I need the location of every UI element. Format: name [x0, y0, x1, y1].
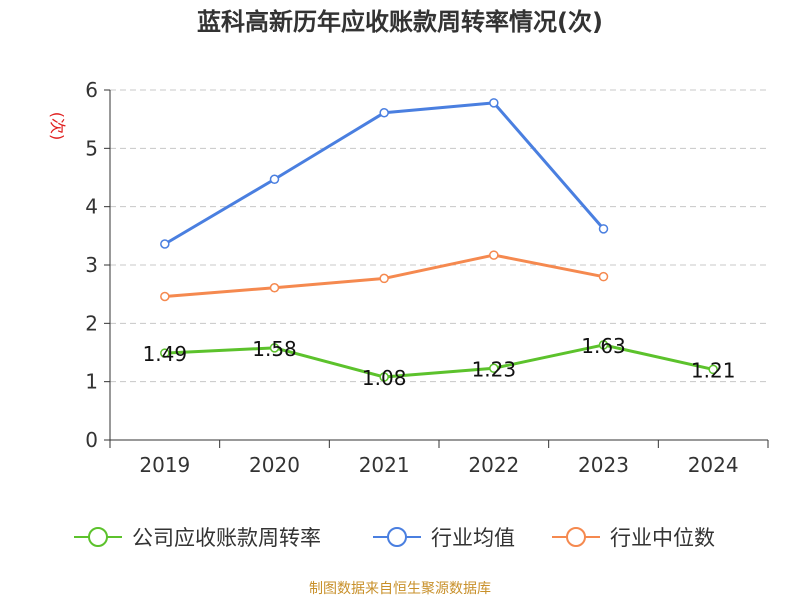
- data-point: [160, 239, 170, 249]
- data-point: [598, 224, 609, 234]
- gridlines: [110, 89, 768, 383]
- data-label: 1.23: [472, 357, 517, 381]
- series-line: [164, 343, 714, 379]
- x-tick-label: 2020: [249, 453, 300, 477]
- legend: 公司应收账款周转率 行业均值 行业中位数: [74, 526, 715, 550]
- x-tick-label: 2022: [468, 453, 519, 477]
- legend-marker: [387, 527, 407, 547]
- y-tick-label: 1: [85, 370, 98, 394]
- source-note: 制图数据来自恒生聚源数据库: [309, 581, 491, 597]
- legend-marker: [566, 527, 586, 547]
- x-tick-label: 2024: [688, 453, 739, 477]
- data-label: 1.58: [252, 337, 297, 361]
- data-point: [598, 271, 609, 282]
- series-line: [164, 101, 605, 246]
- data-point: [269, 283, 280, 293]
- data-point: [160, 348, 170, 358]
- data-label: 1.49: [143, 342, 188, 366]
- data-point: [489, 363, 499, 373]
- data-label: 1.63: [581, 334, 626, 358]
- data-labels: 1.49 1.58 1.08 1.23 1.63 1.21: [143, 334, 736, 390]
- data-point: [489, 250, 499, 260]
- x-tick-label: 2019: [139, 453, 190, 477]
- x-tick-label: 2023: [578, 453, 629, 477]
- legend-label: 公司应收账款周转率: [132, 526, 321, 550]
- y-axis-label: (次): [48, 112, 67, 141]
- y-tick-label: 2: [85, 311, 98, 335]
- chart-title: 蓝科高新历年应收账款周转率情况(次): [197, 8, 603, 36]
- x-tick-label: 2021: [359, 453, 410, 477]
- data-point: [489, 98, 499, 108]
- y-tick-label: 3: [85, 253, 98, 277]
- legend-label: 行业均值: [431, 526, 515, 550]
- data-point: [708, 364, 718, 375]
- y-tick-label: 0: [85, 428, 98, 452]
- data-label: 1.21: [691, 358, 736, 382]
- y-tick-label: 5: [85, 136, 98, 160]
- y-tick-label: 4: [85, 195, 98, 219]
- axes: 0 1 2 3 4 5 6 (次) 2019 2020 2021 2022 2023 2024: [48, 78, 769, 477]
- data-point: [269, 174, 280, 184]
- data-point: [379, 372, 389, 382]
- data-point: [379, 273, 389, 284]
- series-lines: [160, 98, 718, 382]
- data-label: 1.08: [362, 366, 407, 390]
- data-point: [269, 343, 280, 353]
- data-point: [379, 108, 389, 118]
- data-point: [598, 340, 609, 350]
- data-point: [160, 291, 170, 302]
- legend-marker: [88, 527, 108, 547]
- y-tick-label: 6: [85, 78, 98, 102]
- legend-label: 行业中位数: [610, 526, 715, 550]
